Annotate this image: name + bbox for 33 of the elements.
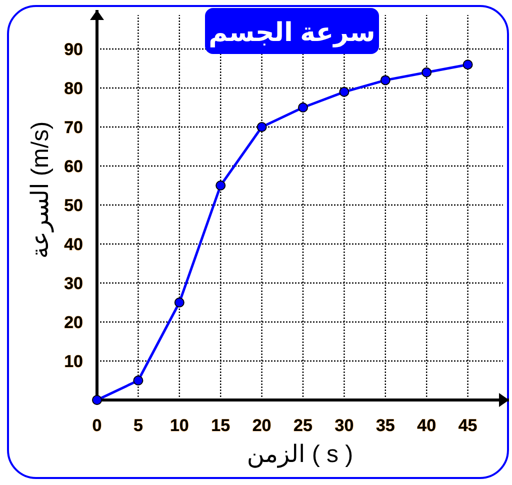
y-tick-label: 40 xyxy=(64,235,83,254)
x-tick-label: 0 xyxy=(92,416,102,435)
y-tick-label: 20 xyxy=(64,313,83,332)
x-tick-label: 40 xyxy=(417,416,436,435)
x-tick-label: 10 xyxy=(170,416,189,435)
point xyxy=(92,395,102,405)
x-tick-label: 35 xyxy=(376,416,395,435)
chart-title: سرعة الجسم xyxy=(208,17,376,48)
point xyxy=(256,122,267,132)
y-axis-title: السرعة (m/s) xyxy=(27,121,54,259)
x-axis-title: الزمن ( s ) xyxy=(246,441,354,468)
y-tick-label: 50 xyxy=(64,196,83,215)
point xyxy=(339,86,350,97)
x-tick-label: 5 xyxy=(133,416,143,435)
x-tick-label: 25 xyxy=(294,416,312,435)
x-tick-label: 45 xyxy=(458,416,478,435)
point xyxy=(422,67,432,78)
y-tick-label: 70 xyxy=(64,118,83,137)
x-tick-label: 15 xyxy=(211,416,230,435)
y-tick-label: 90 xyxy=(64,40,83,59)
point xyxy=(380,75,390,86)
point xyxy=(462,60,473,70)
title: سرعة الجسم xyxy=(205,8,379,54)
x-tick-label: 30 xyxy=(334,416,354,435)
point xyxy=(298,102,308,112)
y-tick-label: 10 xyxy=(64,352,83,371)
point xyxy=(174,298,184,308)
y-tick-label: 30 xyxy=(64,274,83,293)
x-tick-label: 20 xyxy=(252,416,272,435)
y-tick-label: 80 xyxy=(64,79,83,98)
point xyxy=(216,180,226,190)
y-tick-label: 60 xyxy=(64,157,83,176)
point xyxy=(133,376,144,386)
